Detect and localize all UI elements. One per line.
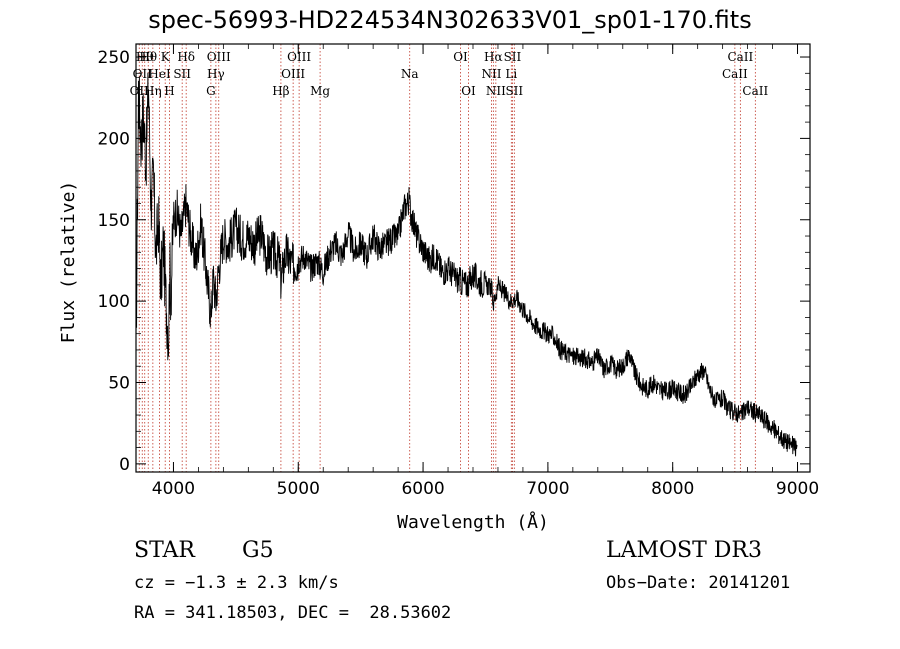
y-axis-label: Flux (relative) bbox=[58, 181, 79, 344]
line-label-4: Hη bbox=[144, 84, 162, 98]
obs-date: Obs−Date: 20141201 bbox=[606, 573, 791, 593]
line-label-20: NII bbox=[481, 67, 501, 81]
chart-title: spec-56993-HD224534N302633V01_sp01-170.f… bbox=[148, 6, 752, 34]
x-tick-label-4: 8000 bbox=[651, 479, 694, 499]
x-axis-label: Wavelength (Å) bbox=[397, 511, 549, 533]
y-tick-label-2: 100 bbox=[98, 292, 130, 312]
x-tick-label-2: 6000 bbox=[401, 479, 444, 499]
object-subclass: G5 bbox=[242, 538, 274, 563]
line-label-21: Hα bbox=[484, 50, 503, 64]
object-class: STAR bbox=[134, 538, 195, 563]
x-tick-label-5: 9000 bbox=[776, 479, 819, 499]
y-tick-label-3: 150 bbox=[98, 211, 130, 231]
spectral-line-markers bbox=[138, 44, 756, 472]
line-label-5: HeI bbox=[148, 67, 171, 81]
line-label-28: CaII bbox=[742, 84, 768, 98]
y-axis: 0 50 100 150 200 250 bbox=[98, 48, 810, 475]
redshift-cz: cz = −1.3 ± 2.3 km/s bbox=[134, 573, 339, 593]
spectrum-series bbox=[135, 72, 798, 457]
x-axis: 4000 5000 6000 7000 8000 9000 bbox=[152, 44, 819, 499]
line-label-3: Hθ bbox=[139, 50, 157, 64]
y-tick-label-4: 200 bbox=[98, 129, 130, 149]
line-label-8: SII bbox=[173, 67, 191, 81]
line-label-26: CaII bbox=[722, 67, 748, 81]
y-tick-label-0: 0 bbox=[119, 455, 130, 475]
line-label-17: Na bbox=[401, 67, 419, 81]
x-tick-label-3: 7000 bbox=[526, 479, 569, 499]
line-label-13: Hβ bbox=[272, 84, 289, 98]
line-label-9: Hδ bbox=[177, 50, 195, 64]
y-tick-label-5: 250 bbox=[98, 48, 130, 68]
line-label-7: H bbox=[164, 84, 174, 98]
line-label-15: OIII bbox=[287, 50, 311, 64]
spectral-line-labels: OIIOIIHθHθHηHeIKHSIIHδGHγOIIIHβOIIIOIIIM… bbox=[130, 50, 769, 98]
line-label-25: SII bbox=[505, 84, 523, 98]
survey-name: LAMOST DR3 bbox=[606, 538, 762, 563]
line-label-19: OI bbox=[461, 84, 476, 98]
line-label-6: K bbox=[161, 50, 171, 64]
spectrum-line bbox=[135, 72, 798, 457]
line-label-14: OIII bbox=[281, 67, 305, 81]
coordinates: RA = 341.18503, DEC = 28.53602 bbox=[134, 603, 452, 623]
line-label-24: SII bbox=[504, 50, 522, 64]
line-label-16: Mg bbox=[310, 84, 330, 98]
line-label-23: Li bbox=[505, 67, 517, 81]
plot-frame bbox=[135, 43, 811, 473]
line-label-1: OII bbox=[133, 67, 153, 81]
line-label-12: OIII bbox=[207, 50, 231, 64]
line-label-11: Hγ bbox=[207, 67, 225, 81]
line-label-10: G bbox=[206, 84, 216, 98]
y-tick-label-1: 50 bbox=[108, 373, 130, 393]
line-label-27: CaII bbox=[727, 50, 753, 64]
line-label-18: OI bbox=[453, 50, 468, 64]
line-label-22: NII bbox=[486, 84, 506, 98]
x-tick-label-0: 4000 bbox=[152, 479, 195, 499]
x-tick-label-1: 5000 bbox=[277, 479, 320, 499]
